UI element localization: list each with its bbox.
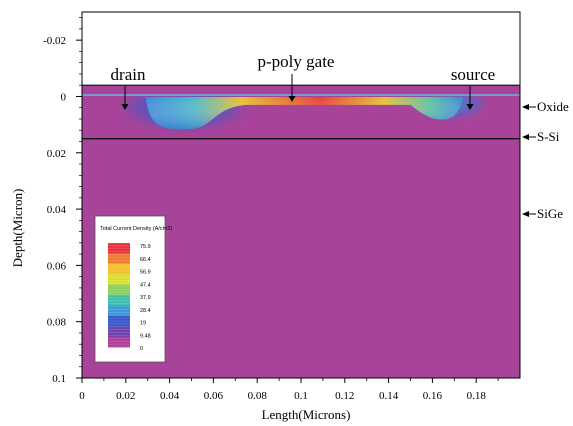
x-tick-label: 0.16 — [423, 390, 443, 402]
legend-value: 47.4 — [140, 282, 151, 288]
legend-swatches: 75.9 66.4 56.9 47.4 37.9 28.4 19 9.48 0 — [108, 242, 151, 352]
channel-shading — [145, 97, 464, 130]
legend-value: 0 — [140, 346, 143, 352]
legend-swatch — [108, 253, 130, 265]
legend-value: 37.9 — [140, 295, 151, 301]
y-tick-label: 0.06 — [47, 260, 67, 272]
y-tick-label: 0.02 — [47, 148, 66, 160]
legend-swatch — [108, 243, 130, 254]
layer-label: S-Si — [537, 129, 560, 144]
legend-value: 9.48 — [140, 333, 151, 339]
y-tick-label: -0.02 — [43, 35, 66, 47]
x-tick-label: 0.18 — [467, 390, 487, 402]
legend-swatch — [108, 284, 130, 296]
region-arrowhead — [466, 104, 474, 110]
y-tick-label: 0.08 — [47, 317, 67, 329]
y-axis-title: Depth(Micron) — [10, 189, 25, 268]
x-axis: 0 0.02 0.04 0.06 0.08 0.1 0.12 0.14 0.16 0.18 — [79, 378, 499, 402]
legend-value: 19 — [140, 321, 146, 327]
legend-title: Total Current Density (A/cm2) — [100, 226, 172, 232]
upper-white-region — [82, 12, 520, 86]
legend-value: 56.9 — [140, 270, 151, 276]
y-axis: -0.02 0 0.02 0.04 0.06 0.08 0.1 — [43, 17, 82, 385]
x-axis-title: Length(Microns) — [262, 407, 351, 422]
layer-label: Oxide — [537, 99, 569, 114]
layer-label: SiGe — [537, 206, 563, 221]
legend-swatch — [108, 274, 130, 286]
legend-swatch — [108, 305, 130, 317]
region-arrowhead — [288, 96, 296, 102]
layer-arrowhead — [522, 134, 529, 140]
legend: Total Current Density (A/cm2) 75.9 66.4 56… — [94, 215, 172, 363]
gate-contact — [169, 85, 433, 94]
legend-value: 75.9 — [140, 244, 151, 250]
x-tick-label: 0.06 — [204, 390, 224, 402]
legend-swatch — [108, 315, 130, 327]
x-tick-label: 0.08 — [248, 390, 268, 402]
layer-arrowhead — [522, 104, 529, 110]
legend-swatch — [108, 295, 130, 306]
region-label: drain — [111, 65, 146, 84]
region-label: source — [451, 65, 495, 84]
source-contact — [432, 85, 520, 97]
drain-contact — [82, 85, 170, 97]
y-tick-label: 0.1 — [52, 373, 66, 385]
region-annotations: drain p-poly gate source — [111, 52, 495, 110]
y-tick-label: 0 — [61, 91, 67, 103]
layer-arrowhead — [522, 211, 529, 217]
region-label: p-poly gate — [258, 52, 335, 71]
legend-value: 66.4 — [140, 257, 151, 263]
legend-value: 28.4 — [140, 308, 151, 314]
region-arrowhead — [121, 104, 129, 110]
x-tick-label: 0.1 — [294, 390, 308, 402]
x-tick-label: 0.04 — [160, 390, 180, 402]
legend-swatch — [108, 326, 130, 338]
y-tick-label: 0.04 — [47, 204, 67, 216]
x-tick-label: 0.12 — [335, 390, 354, 402]
x-tick-label: 0.02 — [116, 390, 135, 402]
legend-swatch — [108, 263, 130, 275]
layer-annotations: Oxide S-Si SiGe — [522, 99, 569, 221]
x-tick-label: 0.14 — [379, 390, 399, 402]
legend-swatch — [108, 336, 130, 348]
x-tick-label: 0 — [79, 390, 85, 402]
